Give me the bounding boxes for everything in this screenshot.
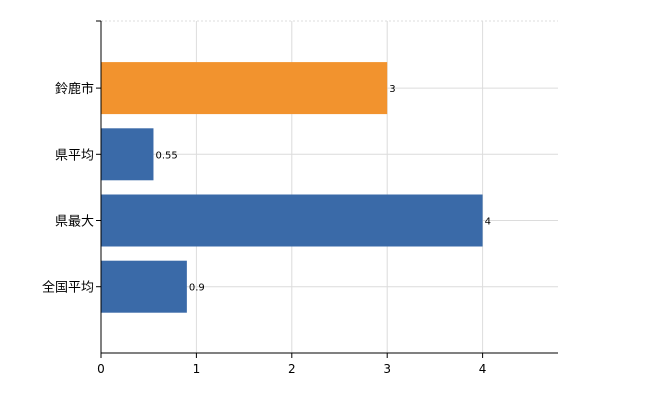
x-tick-label: 2 — [288, 362, 296, 376]
bar — [101, 260, 187, 313]
data-label: 0.9 — [189, 283, 205, 294]
axes — [96, 20, 558, 358]
bars — [101, 62, 483, 313]
bar — [101, 128, 154, 181]
bar — [101, 62, 388, 115]
category-label: 鈴鹿市 — [55, 81, 94, 97]
bar — [101, 194, 483, 247]
x-tick-label: 1 — [193, 362, 201, 376]
data-label: 0.55 — [155, 150, 177, 161]
x-tick-label: 4 — [479, 362, 487, 376]
x-tick-label: 3 — [383, 362, 391, 376]
category-label: 県最大 — [55, 215, 94, 230]
x-tick-label: 0 — [97, 362, 105, 376]
data-label: 3 — [389, 84, 395, 95]
data-label: 4 — [485, 217, 491, 228]
category-label: 県平均 — [55, 148, 94, 163]
category-label: 全国平均 — [42, 280, 94, 296]
